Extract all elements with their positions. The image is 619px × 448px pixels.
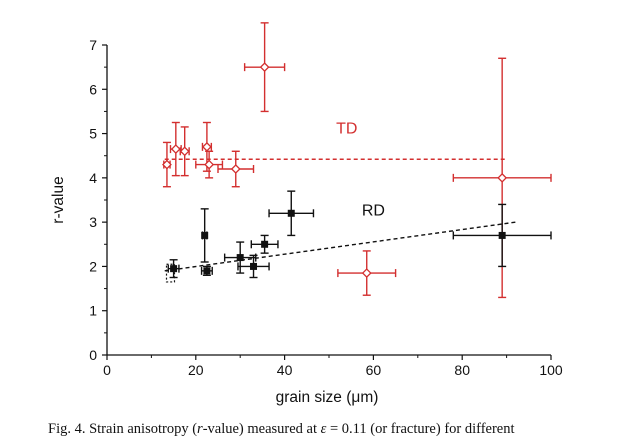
data-point-td [170,144,181,154]
caption-eq: = 0.11 (or fracture) for different [326,421,515,437]
y-tick-label: 0 [89,347,97,363]
annotations: TD RD [336,121,385,220]
data-point-rd [236,254,244,262]
y-tick-label: 5 [89,126,97,142]
x-tick-label: 0 [103,362,111,378]
data-point-td [201,141,212,152]
data-point-rd [261,240,269,248]
data-point-td [230,164,241,174]
fit-lines [164,158,516,272]
data-point-td [259,62,270,73]
data-point-td [361,268,372,278]
y-tick-label: 4 [89,170,97,186]
annotation-rd: RD [362,203,385,220]
x-tick-label: 20 [188,362,204,378]
y-tick-label: 7 [89,37,97,53]
dashed-error-box [165,263,176,283]
y-tick-label: 6 [89,81,97,97]
data-point-rd [250,262,258,270]
series-td [162,22,552,299]
x-tick-label: 100 [539,362,563,378]
data-point-rd [287,209,295,217]
data-point-td [204,159,215,170]
data-marks [162,22,552,299]
caption-r-var: r [197,421,203,437]
fit-line-rd-fit [164,221,516,272]
x-tick-label: 60 [366,362,382,378]
y-tick-label: 1 [89,303,97,319]
x-axis-label: grain size (μm) [276,389,379,406]
x-tick-label: 80 [454,362,470,378]
caption-prefix: Fig. 4. Strain anisotropy ( [48,421,198,437]
figure-caption: Fig. 4. Strain anisotropy (r-value) meas… [48,421,613,438]
caption-epsilon: ε [320,421,327,437]
data-point-td [162,159,172,170]
y-tick-label: 3 [89,214,97,230]
y-tick-label: 2 [89,258,97,274]
data-point-td [497,172,508,183]
caption-mid: -value) measured at [202,421,321,437]
series-rd [165,190,552,283]
data-point-rd [203,267,211,275]
y-axis-label: r-value [50,176,67,223]
data-point-rd [170,265,178,273]
x-tick-label: 40 [277,362,293,378]
axis-labels: grain size (μm) r-value [50,176,378,406]
data-point-rd [498,231,506,239]
data-point-td [179,146,190,157]
annotation-td: TD [336,121,357,138]
data-point-rd [201,231,209,239]
axes: 0 20 40 60 80 100 0 1 2 3 4 5 6 7 [89,37,563,378]
error-bars [167,259,180,279]
